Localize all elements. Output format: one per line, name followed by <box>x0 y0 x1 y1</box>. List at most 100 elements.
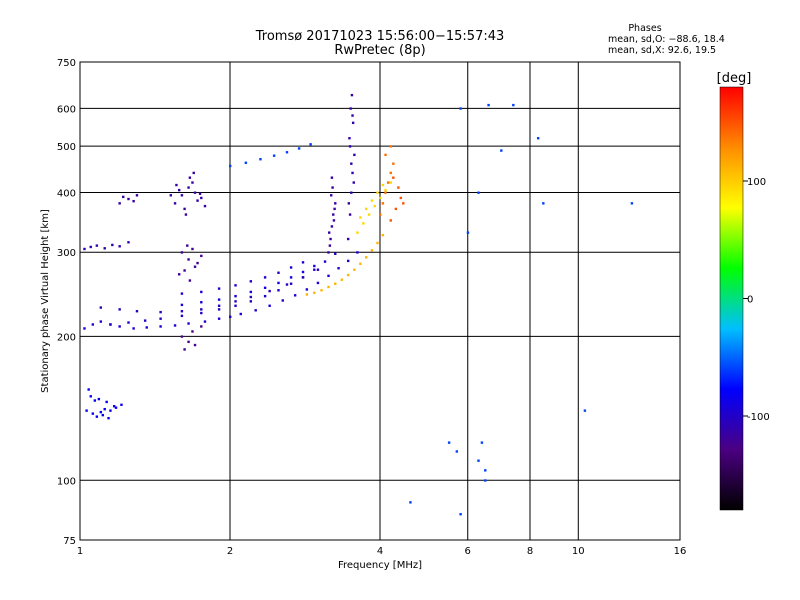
data-point <box>389 219 392 222</box>
data-point <box>394 207 398 211</box>
data-point <box>183 207 186 211</box>
data-point <box>177 273 181 276</box>
data-point <box>347 202 351 205</box>
data-point <box>362 222 365 225</box>
data-point <box>316 281 320 285</box>
data-point <box>217 308 221 311</box>
data-point <box>105 400 108 404</box>
data-point <box>188 176 192 179</box>
data-point <box>95 244 99 247</box>
data-point <box>187 258 190 261</box>
data-point <box>583 409 587 412</box>
data-point <box>118 325 121 328</box>
data-point <box>193 265 197 268</box>
data-point <box>330 176 334 179</box>
data-point <box>349 107 352 110</box>
y-ticks: 75 100 200 300 400 500 600 750 <box>57 58 76 547</box>
data-point <box>277 281 280 285</box>
data-point <box>480 441 484 444</box>
data-point <box>392 176 395 179</box>
data-point <box>455 450 459 453</box>
plot-frame <box>79 61 681 541</box>
data-point <box>329 237 332 241</box>
data-point <box>87 388 90 391</box>
data-point <box>169 194 173 197</box>
x-tick-label: 4 <box>377 546 383 557</box>
data-point <box>353 268 356 271</box>
data-point <box>330 194 333 197</box>
data-point <box>180 303 184 307</box>
data-point <box>277 289 280 292</box>
y-tick-label: 500 <box>57 142 76 153</box>
data-point <box>249 295 253 299</box>
data-point <box>268 289 271 293</box>
data-point <box>376 191 379 194</box>
data-point <box>99 410 103 414</box>
data-point <box>340 278 344 281</box>
data-point <box>180 292 184 295</box>
data-point <box>536 137 540 140</box>
data-point <box>180 310 184 313</box>
data-point <box>120 403 123 406</box>
data-point <box>346 237 350 241</box>
data-point <box>352 181 355 184</box>
data-point <box>198 192 202 195</box>
data-point <box>356 231 359 234</box>
data-point <box>373 204 376 208</box>
data-point <box>191 181 194 184</box>
data-point <box>187 322 190 325</box>
data-point <box>109 409 112 412</box>
data-point <box>293 294 297 297</box>
data-point <box>234 284 237 287</box>
data-point <box>500 149 503 152</box>
colorbar-ticks: 100 0 -100 <box>743 177 770 423</box>
data-point <box>200 308 203 311</box>
y-tick-label: 750 <box>57 58 76 69</box>
x-axis-label: Frequency [MHz] <box>338 560 422 571</box>
y-tick-label: 200 <box>57 332 76 343</box>
data-point <box>135 310 139 313</box>
data-point <box>327 274 330 278</box>
data-point <box>132 199 135 203</box>
data-point <box>244 161 248 164</box>
data-point <box>193 191 197 194</box>
data-point <box>135 194 139 197</box>
data-point <box>187 340 190 344</box>
data-point <box>217 304 221 307</box>
data-point <box>365 207 368 211</box>
data-point <box>249 300 253 303</box>
data-point <box>484 479 487 482</box>
data-point <box>91 412 95 415</box>
data-point <box>193 343 197 347</box>
data-point <box>180 251 184 254</box>
y-tick-label: 400 <box>57 188 76 199</box>
data-point <box>200 290 203 294</box>
data-point <box>512 103 515 107</box>
data-point <box>327 231 331 234</box>
data-point <box>277 271 280 274</box>
data-point <box>370 249 374 252</box>
data-point <box>301 270 305 274</box>
data-point <box>331 186 334 189</box>
data-point <box>323 260 327 263</box>
data-point <box>487 103 490 107</box>
data-point <box>103 407 106 411</box>
data-point <box>127 241 130 244</box>
data-point <box>268 304 271 307</box>
data-point <box>402 202 405 205</box>
data-point <box>89 395 92 398</box>
data-point <box>542 202 545 205</box>
data-point <box>320 289 323 292</box>
data-point <box>348 145 352 148</box>
data-point <box>99 306 103 309</box>
data-point <box>159 310 162 314</box>
data-point <box>143 319 147 322</box>
data-point <box>118 308 121 311</box>
y-tick-label: 300 <box>57 248 76 259</box>
data-point <box>200 311 203 315</box>
data-point <box>183 269 186 272</box>
data-point <box>356 251 359 254</box>
data-point <box>379 196 382 200</box>
data-point <box>297 147 301 150</box>
